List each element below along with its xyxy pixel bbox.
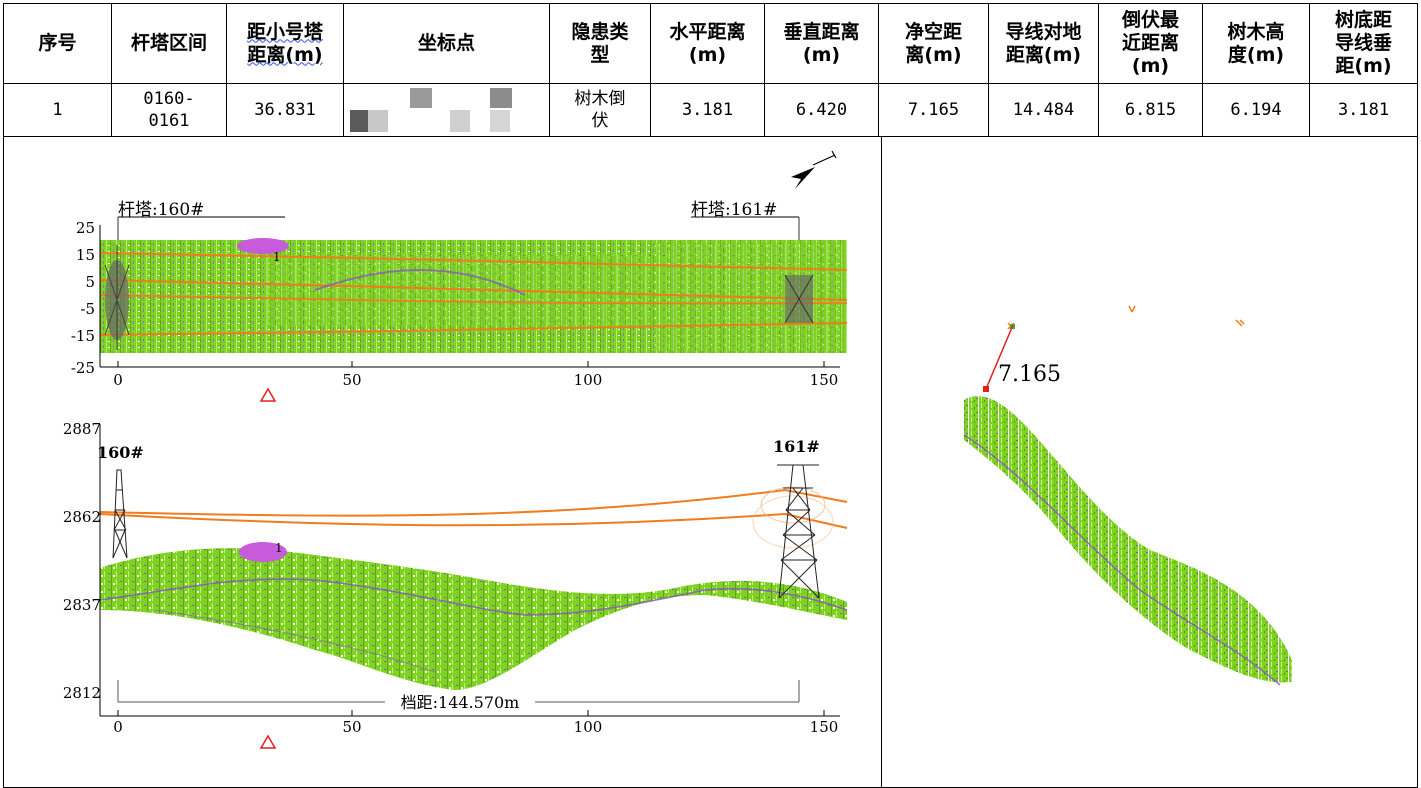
cell-distance-small-tower: 36.831 [226,83,344,137]
header-conductor-ground-distance: 导线对地 距离(m) [988,3,1099,84]
plan-hazard-marker: 1 [273,250,281,264]
plan-y-tick: -15 [71,327,95,345]
header-vertical-distance: 垂直距离 (m) [764,3,879,84]
cell-vertical-distance: 6.420 [764,83,879,137]
plan-tower-right-label: 杆塔:161# [691,200,777,220]
profile-view: 160# 161# 1 档距:144.570m 2887 2862 2837 2… [63,420,848,749]
plan-y-tick: 5 [85,273,95,291]
cross-section-slope [964,396,1292,683]
header-nearest-fall-distance: 倒伏最 近距离 (m) [1098,3,1203,84]
profile-x-tick: 0 [113,718,123,736]
terrain-vegetation [100,548,847,690]
profile-y-tick: 2812 [63,684,101,702]
profile-tower-right [777,464,820,599]
plan-tower-left [104,245,130,350]
hazard-table: 序号 杆塔区间 距小号塔 距离(m) 坐标点 隐患类 型 水平距离 (m) 垂直… [3,3,1418,137]
profile-y-tick: 2887 [63,420,101,438]
plan-hazard-blob [237,238,289,254]
header-tower-span: 杆塔区间 [111,3,227,84]
table-header-row: 序号 杆塔区间 距小号塔 距离(m) 坐标点 隐患类 型 水平距离 (m) 垂直… [3,3,1418,84]
danger-triangle-icon [259,734,277,749]
cross-section-view: 7.165 [963,305,1292,686]
profile-y-tick: 2862 [63,508,101,526]
plan-tower-right [784,274,814,324]
span-distance-label: 档距:144.570m [401,693,520,712]
plan-x-tick: 50 [342,371,361,389]
cell-clearance-distance: 7.165 [878,83,989,137]
profile-x-tick: 100 [574,718,603,736]
plan-x-tick: 150 [810,371,839,389]
header-coordinate: 坐标点 [343,3,550,84]
table-row: 1 0160- 0161 36.831 树木倒 伏 3.181 6.420 7.… [3,83,1418,137]
header-tree-height: 树木高 度(m) [1202,3,1310,84]
plan-tower-left-label: 杆塔:160# [118,200,204,220]
header-clearance-distance: 净空距 离(m) [878,3,989,84]
plan-x-tick: 0 [113,371,123,389]
clearance-line [985,324,1014,390]
cell-tower-span: 0160- 0161 [111,83,227,137]
profile-hazard-blob [239,542,287,562]
header-index: 序号 [3,3,112,84]
profile-x-tick: 50 [342,718,361,736]
conductor-upper [99,488,848,517]
cell-nearest-fall-distance: 6.815 [1098,83,1203,137]
plan-x-tick: 100 [574,371,603,389]
header-hazard-type: 隐患类 型 [549,3,651,84]
danger-triangle-icon [259,387,277,402]
span-dimension [117,680,800,703]
header-distance-small-tower: 距小号塔 距离(m) [226,3,344,84]
profile-tower-left-label: 160# [97,443,144,462]
conductor-lower [99,512,848,529]
profile-tower-right-label: 161# [773,437,820,456]
conductor-markers [1007,305,1245,330]
plan-view: 杆塔:160# 杆塔:161# 1 25 15 5 -5 -15 -25 [71,150,848,402]
cell-horizontal-distance: 3.181 [650,83,765,137]
plan-y-tick: 25 [76,219,95,237]
header-horizontal-distance: 水平距离 (m) [650,3,765,84]
cell-hazard-type: 树木倒 伏 [549,83,651,137]
header-tree-base-vertical-distance: 树底距 导线垂 距(m) [1309,3,1418,84]
clearance-distance-label: 7.165 [998,362,1061,387]
cell-index: 1 [3,83,112,137]
profile-y-tick: 2837 [63,596,101,614]
profile-tower-left [112,469,128,559]
cell-tree-base-vertical-distance: 3.181 [1309,83,1418,137]
plan-y-tick: -25 [71,359,95,377]
profile-x-tick: 150 [810,718,839,736]
cell-tree-height: 6.194 [1202,83,1310,137]
cell-conductor-ground-distance: 14.484 [988,83,1099,137]
plan-y-tick: -5 [80,300,95,318]
north-arrow-icon [791,150,837,189]
profile-hazard-marker: 1 [275,541,283,555]
plan-y-tick: 15 [76,246,95,264]
